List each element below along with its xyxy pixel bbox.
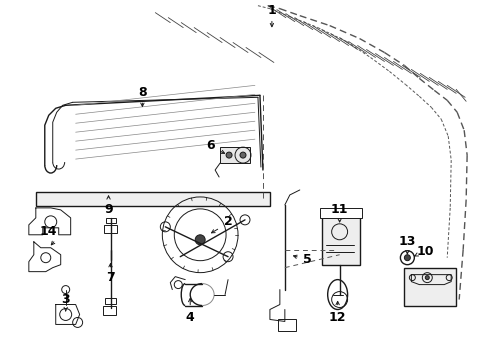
Circle shape <box>425 276 429 280</box>
Text: 2: 2 <box>224 215 232 228</box>
Bar <box>105 218 116 223</box>
Text: 5: 5 <box>303 253 312 266</box>
Bar <box>322 215 360 265</box>
Bar <box>36 192 270 206</box>
Circle shape <box>404 255 410 261</box>
Text: 13: 13 <box>399 235 416 248</box>
Circle shape <box>195 235 205 245</box>
Circle shape <box>240 152 246 158</box>
Text: 8: 8 <box>138 86 147 99</box>
Text: 6: 6 <box>206 139 215 152</box>
Bar <box>103 225 118 233</box>
Text: 10: 10 <box>416 245 434 258</box>
Circle shape <box>226 152 232 158</box>
Text: 12: 12 <box>329 311 346 324</box>
Text: 9: 9 <box>104 203 113 216</box>
Bar <box>278 319 296 332</box>
Text: 4: 4 <box>186 311 195 324</box>
Text: 11: 11 <box>331 203 348 216</box>
Bar <box>220 147 250 163</box>
Text: 14: 14 <box>40 225 57 238</box>
Text: 3: 3 <box>61 293 70 306</box>
Text: 1: 1 <box>268 4 276 17</box>
Bar <box>102 306 117 315</box>
Text: 7: 7 <box>106 271 115 284</box>
Bar <box>319 208 362 218</box>
Bar <box>104 298 117 303</box>
Bar <box>404 268 456 306</box>
